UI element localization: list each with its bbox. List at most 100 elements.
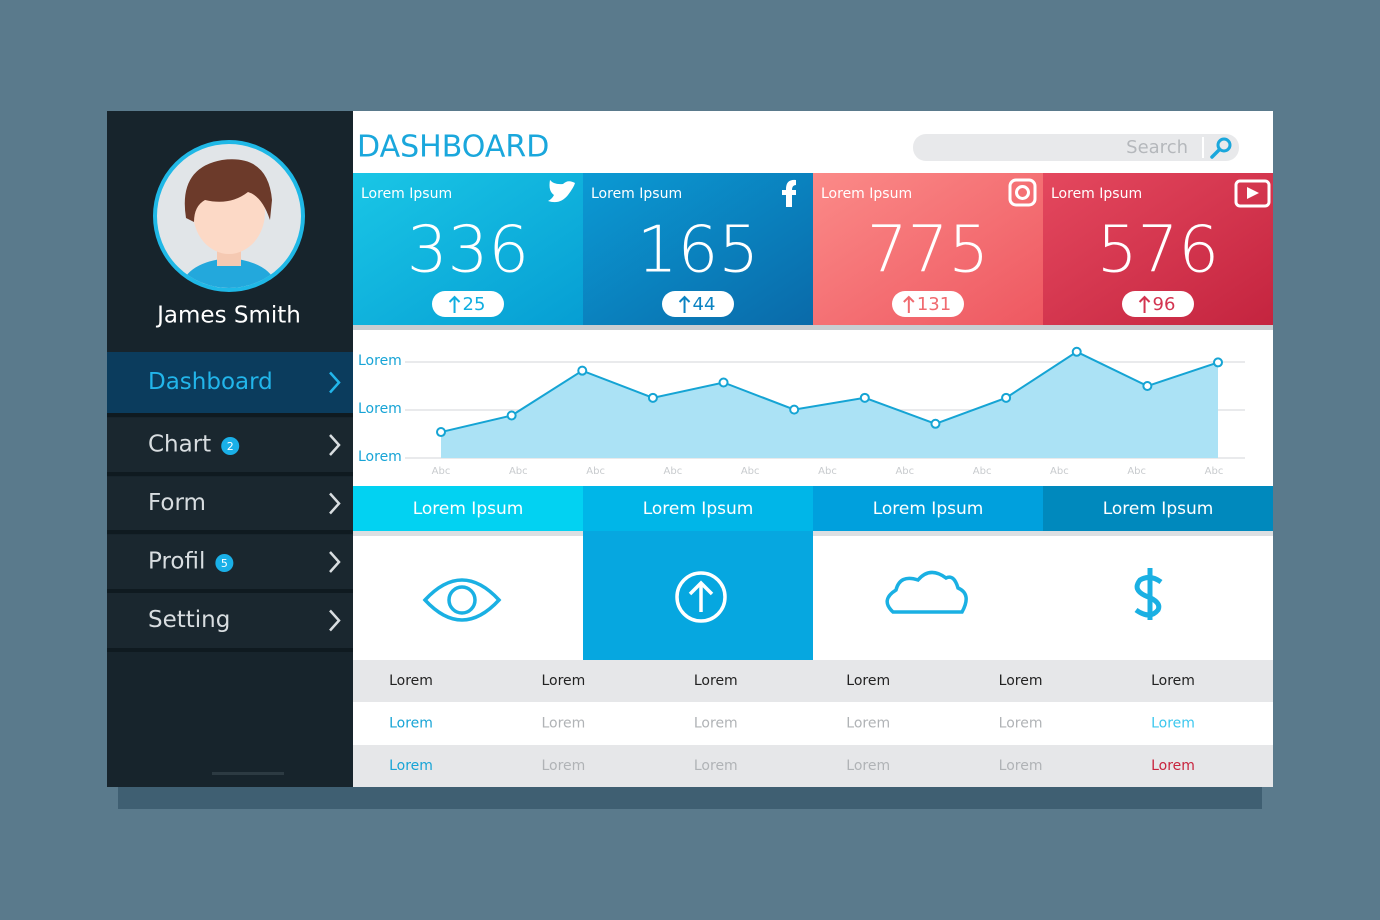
table-cell: Lorem — [999, 673, 1043, 689]
up-arrow-icon — [903, 295, 915, 313]
cloud-icon — [885, 570, 968, 614]
table-cell: Lorem — [846, 716, 890, 732]
tab-label[interactable]: Lorem Ipsum — [1103, 499, 1214, 519]
point — [577, 365, 588, 376]
stat-change: 131 — [917, 294, 951, 315]
menu-item[interactable] — [107, 593, 353, 648]
icon-cell-active — [583, 531, 813, 660]
menu-item[interactable] — [107, 477, 353, 530]
x-label: Abc — [509, 466, 528, 477]
stat-change: 44 — [693, 294, 716, 315]
tab[interactable] — [1043, 486, 1273, 531]
x-label: Abc — [1127, 466, 1146, 477]
chevron — [329, 551, 341, 573]
menu-badge-count: 2 — [227, 440, 234, 453]
table-cell: Lorem — [389, 758, 433, 774]
social-icon — [1234, 179, 1271, 208]
chevron — [329, 434, 341, 456]
table-cell: Lorem — [694, 758, 738, 774]
menu-separator — [107, 472, 353, 476]
menu-badge-count: 5 — [221, 557, 228, 570]
social-icon — [782, 179, 796, 207]
up-arrow-icon — [448, 295, 461, 313]
x-label: Abc — [586, 466, 605, 477]
menu-label[interactable]: Form — [148, 490, 206, 516]
menu-label[interactable]: Setting — [148, 607, 230, 633]
tab-label[interactable]: Lorem Ipsum — [873, 499, 984, 519]
table-cell: Lorem — [694, 673, 738, 689]
point — [930, 418, 941, 429]
table-cell: Lorem — [541, 673, 585, 689]
x-label: Abc — [741, 466, 760, 477]
eye-icon — [422, 578, 502, 622]
point — [789, 404, 800, 415]
stat-label: Lorem Ipsum — [361, 186, 452, 202]
search-box[interactable] — [913, 134, 1239, 161]
dollar-icon — [1134, 568, 1163, 620]
table-cell: Lorem — [694, 716, 738, 732]
stat-label: Lorem Ipsum — [1051, 186, 1142, 202]
menu-label[interactable]: Chart — [148, 432, 211, 458]
menu-separator — [107, 530, 353, 534]
up-arrow-icon — [678, 295, 691, 313]
stat-label: Lorem Ipsum — [591, 186, 682, 202]
chevron — [329, 371, 341, 394]
table-cell: Lorem — [541, 716, 585, 732]
stat-label: Lorem Ipsum — [821, 186, 912, 202]
x-label: Abc — [432, 466, 451, 477]
menu-label[interactable]: Dashboard — [148, 369, 273, 395]
table-row-bg — [353, 660, 1273, 702]
search-placeholder[interactable]: Search — [1126, 137, 1188, 158]
social-icon — [1008, 178, 1037, 207]
stat-change-pill — [1122, 291, 1194, 317]
x-label: Abc — [895, 466, 914, 477]
tab[interactable] — [813, 486, 1043, 531]
chevron — [329, 609, 341, 632]
table-cell: Lorem — [1151, 716, 1195, 732]
social-icon — [548, 180, 575, 203]
stat-value: 775 — [867, 214, 989, 288]
x-label: Abc — [664, 466, 683, 477]
stat-value: 165 — [637, 214, 759, 288]
tab-label[interactable]: Lorem Ipsum — [413, 499, 524, 519]
point — [1001, 392, 1012, 403]
social-icon — [1247, 187, 1259, 199]
menu-badge — [221, 437, 240, 455]
point — [718, 377, 729, 388]
table-cell: Lorem — [541, 758, 585, 774]
social-icon — [1015, 185, 1030, 200]
divider — [353, 325, 1273, 330]
stat-value: 336 — [407, 214, 529, 288]
x-label: Abc — [818, 466, 837, 477]
point — [647, 392, 658, 403]
point — [1142, 381, 1153, 392]
tab[interactable] — [353, 486, 583, 531]
point — [859, 392, 870, 403]
table-cell: Lorem — [846, 673, 890, 689]
table-cell: Lorem — [389, 716, 433, 732]
x-label: Abc — [1205, 466, 1224, 477]
table-cell: Lorem — [846, 758, 890, 774]
chevron — [329, 492, 341, 515]
table-cell: Lorem — [389, 673, 433, 689]
menu-badge — [215, 554, 234, 572]
point — [506, 410, 517, 421]
tab-label[interactable]: Lorem Ipsum — [643, 499, 754, 519]
table-row-bg — [353, 745, 1273, 787]
profile-name: James Smith — [155, 303, 301, 329]
tab[interactable] — [583, 486, 813, 531]
menu-separator — [107, 648, 353, 652]
x-label: Abc — [1050, 466, 1069, 477]
y-label: Lorem — [358, 353, 402, 369]
stat-value: 576 — [1097, 214, 1219, 288]
menu-item[interactable] — [107, 352, 353, 413]
x-label: Abc — [973, 466, 992, 477]
table-cell: Lorem — [999, 716, 1043, 732]
menu-label[interactable]: Profil — [148, 549, 205, 575]
page-title: DASHBOARD — [357, 130, 549, 165]
point — [436, 427, 446, 438]
table-cell: Lorem — [999, 758, 1043, 774]
stat-change: 96 — [1153, 294, 1176, 315]
point — [1213, 357, 1223, 368]
